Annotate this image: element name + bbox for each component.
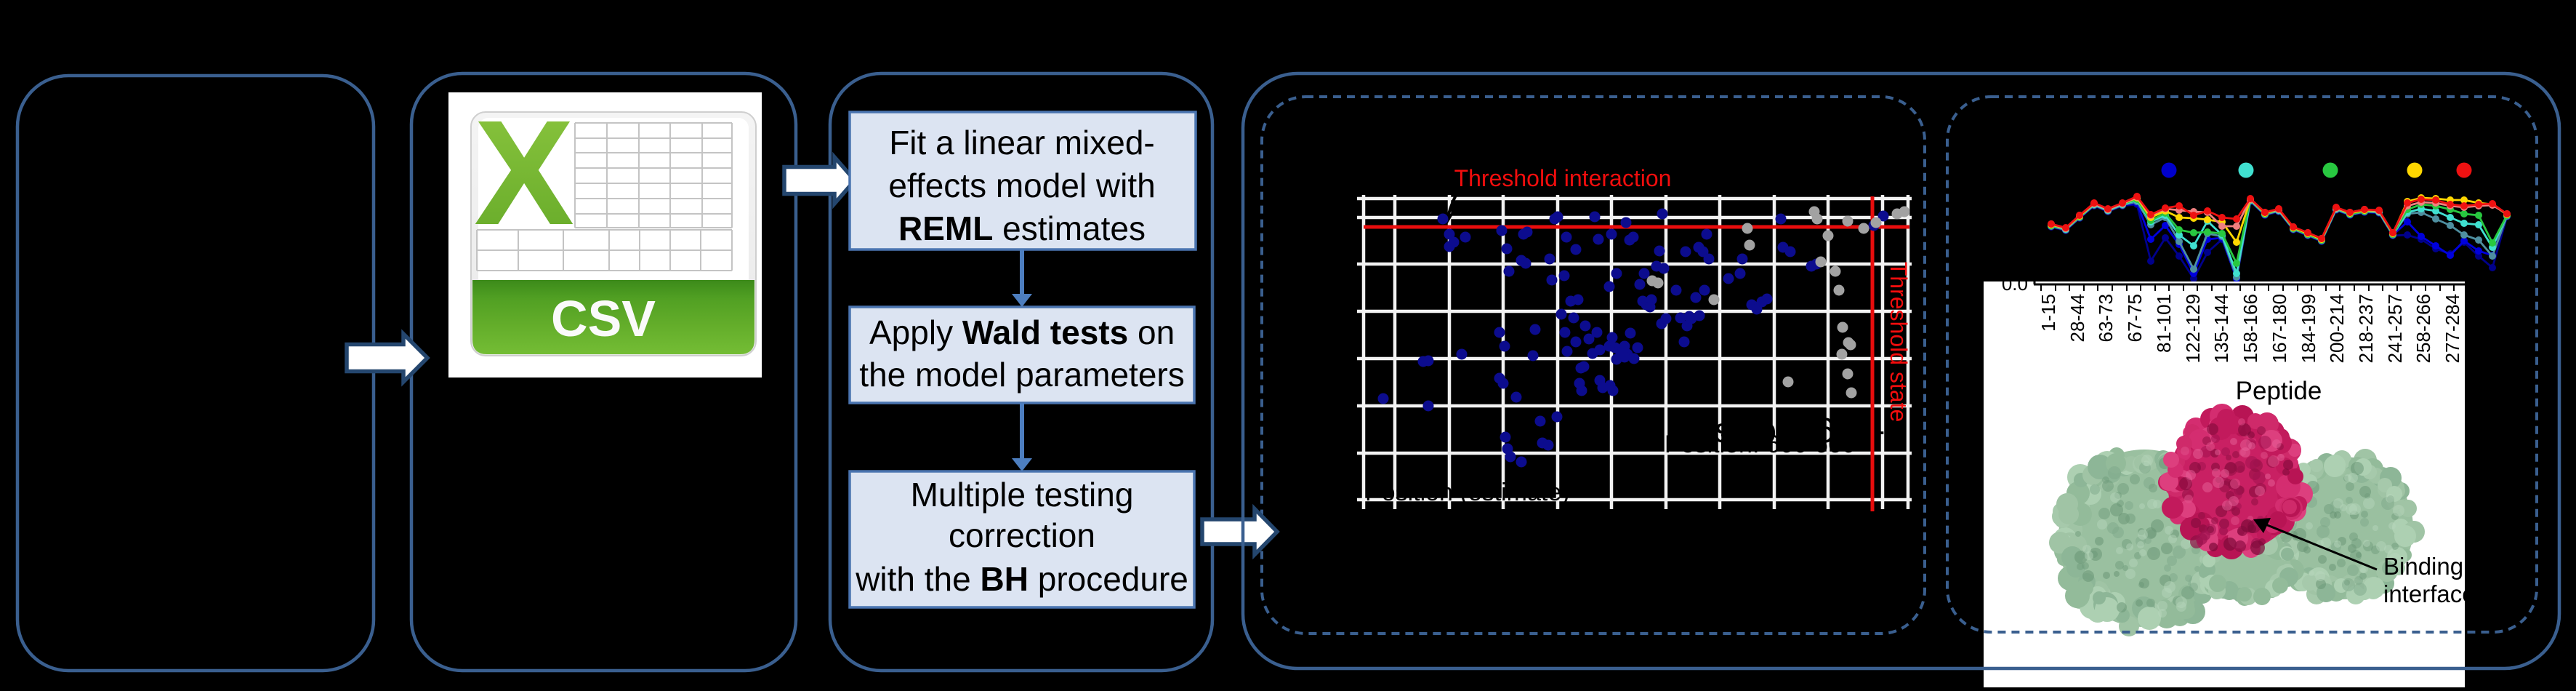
- svg-text:67-75: 67-75: [2124, 294, 2146, 343]
- svg-text:interface: interface: [2383, 580, 2476, 607]
- svg-text:0.0: 0.0: [2002, 273, 2028, 295]
- svg-text:218-237: 218-237: [2355, 294, 2377, 363]
- svg-text:158-166: 158-166: [2239, 294, 2261, 363]
- svg-text:Binding: Binding: [2383, 553, 2463, 580]
- svg-text:Multiple testing: Multiple testing: [911, 476, 1134, 514]
- svg-text:200-214: 200-214: [2326, 294, 2348, 363]
- svg-text:167-180: 167-180: [2269, 294, 2290, 363]
- svg-text:241-257: 241-257: [2384, 294, 2406, 363]
- svg-text:81-101: 81-101: [2153, 294, 2175, 353]
- svg-text:258-266: 258-266: [2412, 294, 2434, 363]
- svg-text:CSV: CSV: [551, 290, 656, 347]
- svg-text:122-129: 122-129: [2182, 294, 2204, 363]
- svg-text:Peptide: Peptide: [2236, 377, 2322, 405]
- svg-text:effects model with: effects model with: [888, 167, 1155, 204]
- svg-text:Position: 600 660: Position: 600 660: [1665, 431, 1856, 458]
- svg-text:135-144: 135-144: [2210, 294, 2232, 363]
- svg-text:63-73: 63-73: [2095, 294, 2117, 343]
- svg-text:with the BH procedure: with the BH procedure: [855, 560, 1188, 598]
- svg-text:Threshold interaction: Threshold interaction: [1454, 165, 1672, 191]
- svg-text:Position (estimate): Position (estimate): [1365, 479, 1570, 506]
- svg-text:correction: correction: [949, 516, 1095, 554]
- svg-text:Threshold state: Threshold state: [1885, 262, 1912, 423]
- svg-text:X: X: [474, 89, 574, 256]
- svg-text:277-284: 277-284: [2442, 294, 2463, 363]
- svg-text:REML estimates: REML estimates: [898, 209, 1146, 247]
- svg-text:1-15: 1-15: [2037, 294, 2059, 332]
- svg-text:the model parameters: the model parameters: [859, 356, 1184, 394]
- svg-text:28-44: 28-44: [2066, 294, 2088, 343]
- svg-text:Apply Wald tests on: Apply Wald tests on: [869, 313, 1175, 351]
- svg-text:Fit a linear mixed-: Fit a linear mixed-: [889, 124, 1155, 161]
- svg-text:184-199: 184-199: [2298, 294, 2319, 363]
